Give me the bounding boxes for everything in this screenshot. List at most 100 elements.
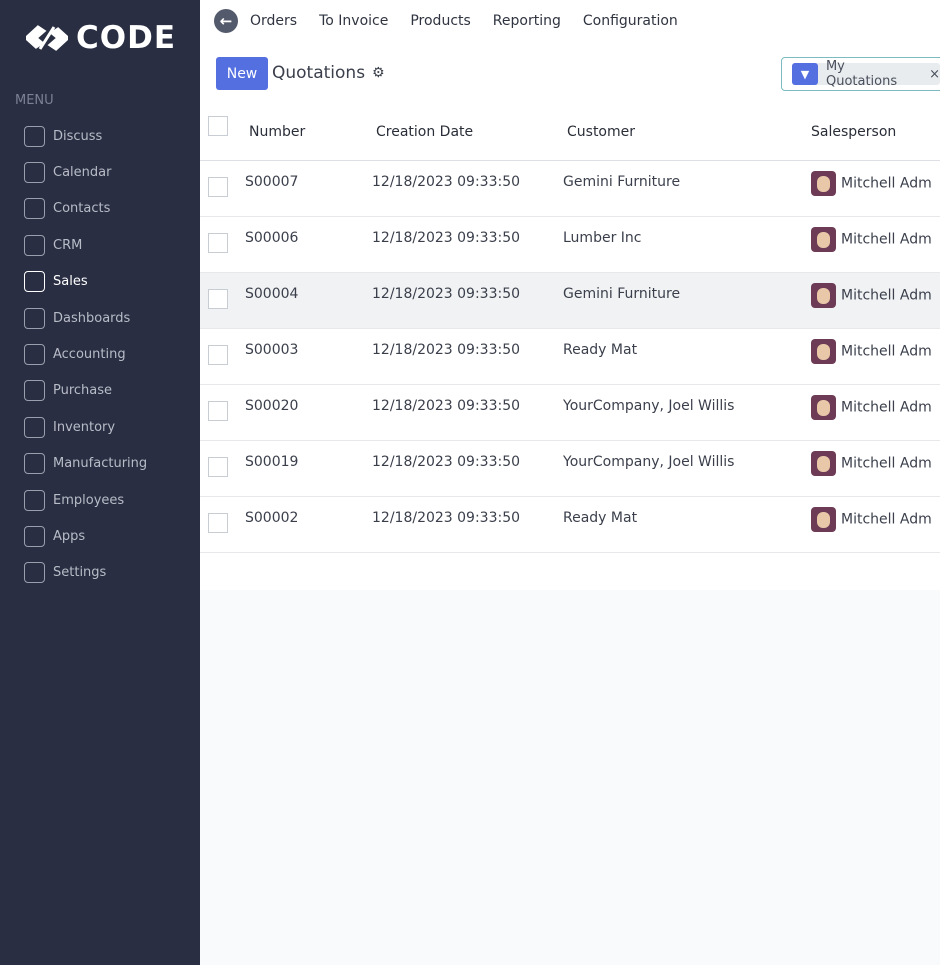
sidebar-item-contacts[interactable]: Contacts bbox=[24, 198, 110, 220]
avatar bbox=[811, 282, 836, 308]
avatar bbox=[811, 450, 836, 476]
cell-salesperson: Mitchell Adm bbox=[841, 343, 932, 359]
sidebar-item-apps[interactable]: Apps bbox=[24, 525, 85, 547]
header-number[interactable]: Number bbox=[245, 104, 372, 161]
cell-customer: Gemini Furniture bbox=[563, 272, 811, 329]
header-creation-date[interactable]: Creation Date bbox=[372, 104, 563, 161]
table-row[interactable]: S00004 12/18/2023 09:33:50 Gemini Furnit… bbox=[200, 272, 940, 329]
avatar bbox=[811, 338, 836, 364]
table-row[interactable]: S00003 12/18/2023 09:33:50 Ready Mat Mit… bbox=[200, 328, 940, 385]
cell-number: S00002 bbox=[245, 496, 372, 553]
sidebar-item-label: Contacts bbox=[53, 201, 111, 217]
row-checkbox[interactable] bbox=[208, 512, 228, 533]
row-checkbox[interactable] bbox=[208, 344, 228, 365]
avatar bbox=[811, 394, 836, 420]
header-salesperson[interactable]: Salesperson bbox=[811, 104, 940, 161]
cell-date: 12/18/2023 09:33:50 bbox=[372, 216, 563, 273]
cell-number: S00004 bbox=[245, 272, 372, 329]
sidebar-item-label: Sales bbox=[53, 274, 88, 290]
sidebar-item-label: CRM bbox=[53, 237, 83, 253]
box-icon bbox=[24, 416, 45, 438]
cell-date: 12/18/2023 09:33:50 bbox=[372, 496, 563, 553]
back-arrow-icon[interactable]: ← bbox=[214, 9, 238, 33]
cell-number: S00019 bbox=[245, 440, 372, 497]
cell-number: S00007 bbox=[245, 160, 372, 217]
sidebar-item-label: Manufacturing bbox=[53, 456, 148, 472]
sidebar-item-discuss[interactable]: Discuss bbox=[24, 125, 102, 147]
new-button[interactable]: New bbox=[216, 57, 268, 90]
table-row[interactable]: S00006 12/18/2023 09:33:50 Lumber Inc Mi… bbox=[200, 216, 940, 273]
cell-salesperson: Mitchell Adm bbox=[841, 175, 932, 191]
gear-icon[interactable]: ⚙ bbox=[372, 65, 385, 81]
avatar bbox=[811, 226, 836, 252]
sidebar-item-label: Inventory bbox=[53, 419, 116, 435]
sidebar-item-label: Calendar bbox=[53, 164, 112, 180]
sidebar-item-label: Apps bbox=[53, 528, 86, 544]
select-all-checkbox[interactable] bbox=[208, 115, 228, 136]
nav-orders[interactable]: Orders bbox=[250, 13, 298, 29]
facet-label: My Quotations bbox=[825, 59, 898, 89]
sidebar-item-dashboards[interactable]: Dashboards bbox=[24, 307, 130, 329]
sidebar-item-crm[interactable]: CRM bbox=[24, 234, 82, 256]
cell-salesperson: Mitchell Adm bbox=[841, 511, 932, 527]
apps-icon bbox=[24, 525, 45, 547]
sidebar-item-label: Accounting bbox=[53, 346, 126, 362]
row-checkbox[interactable] bbox=[208, 288, 228, 309]
sidebar-item-label: Discuss bbox=[53, 128, 103, 144]
avatar bbox=[811, 170, 836, 196]
cell-customer: Gemini Furniture bbox=[563, 160, 811, 217]
bank-icon bbox=[24, 271, 45, 293]
page-title: Quotations bbox=[272, 63, 366, 83]
avatar bbox=[811, 506, 836, 532]
table-row[interactable]: S00020 12/18/2023 09:33:50 YourCompany, … bbox=[200, 384, 940, 441]
logo[interactable]: CODE bbox=[26, 20, 176, 56]
cell-number: S00006 bbox=[245, 216, 372, 273]
row-checkbox[interactable] bbox=[208, 400, 228, 421]
row-checkbox[interactable] bbox=[208, 232, 228, 253]
handshake-icon bbox=[24, 234, 45, 256]
cell-customer: Ready Mat bbox=[563, 328, 811, 385]
sidebar-item-purchase[interactable]: Purchase bbox=[24, 380, 112, 402]
table-row[interactable]: S00007 12/18/2023 09:33:50 Gemini Furnit… bbox=[200, 160, 940, 217]
cell-number: S00003 bbox=[245, 328, 372, 385]
table-row[interactable]: S00019 12/18/2023 09:33:50 YourCompany, … bbox=[200, 440, 940, 497]
sidebar-item-manufacturing[interactable]: Manufacturing bbox=[24, 453, 147, 475]
sidebar-item-settings[interactable]: Settings bbox=[24, 562, 106, 584]
accounting-icon bbox=[24, 343, 45, 365]
cell-customer: Lumber Inc bbox=[563, 216, 811, 273]
table-row[interactable]: S00002 12/18/2023 09:33:50 Ready Mat Mit… bbox=[200, 496, 940, 553]
search-input[interactable]: ▼ My Quotations × bbox=[781, 57, 940, 91]
sidebar-item-accounting[interactable]: Accounting bbox=[24, 343, 126, 365]
sidebar-item-calendar[interactable]: Calendar bbox=[24, 161, 111, 183]
cell-salesperson: Mitchell Adm bbox=[841, 287, 932, 303]
cell-customer: YourCompany, Joel Willis bbox=[563, 384, 811, 441]
menu-heading: MENU bbox=[15, 93, 54, 108]
sidebar-item-sales[interactable]: Sales bbox=[24, 271, 88, 293]
nav-products[interactable]: Products bbox=[410, 13, 471, 29]
row-checkbox[interactable] bbox=[208, 176, 228, 197]
sidebar-item-label: Purchase bbox=[53, 383, 113, 399]
cell-customer: YourCompany, Joel Willis bbox=[563, 440, 811, 497]
nav-reporting[interactable]: Reporting bbox=[492, 13, 561, 29]
sidebar-item-inventory[interactable]: Inventory bbox=[24, 416, 115, 438]
brand-name: CODE bbox=[76, 20, 177, 56]
sidebar-item-employees[interactable]: Employees bbox=[24, 489, 124, 511]
remove-facet-icon[interactable]: × bbox=[929, 66, 940, 82]
nav-to-invoice[interactable]: To Invoice bbox=[319, 13, 389, 29]
header-customer[interactable]: Customer bbox=[563, 104, 811, 161]
logo-icon bbox=[26, 25, 68, 51]
sidebar-item-label: Dashboards bbox=[53, 310, 131, 326]
sidebar-item-label: Settings bbox=[53, 565, 107, 581]
wrench-icon bbox=[24, 453, 45, 475]
quotations-table: Number Creation Date Customer Salesperso… bbox=[200, 104, 940, 553]
cell-salesperson: Mitchell Adm bbox=[841, 231, 932, 247]
contact-icon bbox=[24, 198, 45, 220]
cell-number: S00020 bbox=[245, 384, 372, 441]
people-icon bbox=[24, 489, 45, 511]
cell-date: 12/18/2023 09:33:50 bbox=[372, 160, 563, 217]
cell-customer: Ready Mat bbox=[563, 496, 811, 553]
nav-configuration[interactable]: Configuration bbox=[582, 13, 678, 29]
sidebar-item-label: Employees bbox=[53, 492, 125, 508]
row-checkbox[interactable] bbox=[208, 456, 228, 477]
top-nav: ← Orders To Invoice Products Reporting C… bbox=[214, 9, 700, 33]
